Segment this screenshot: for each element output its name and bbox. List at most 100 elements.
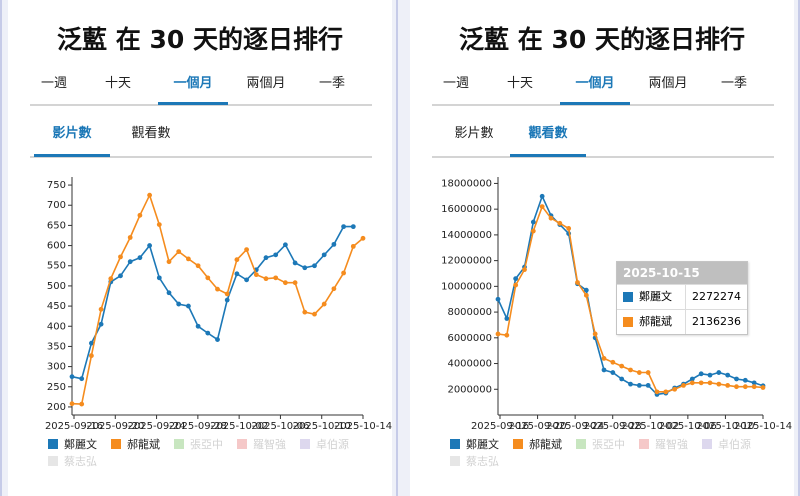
x-tick-label: 2025-09-16 <box>45 421 103 432</box>
chart-legend: 鄭麗文 郝龍斌 張亞中 羅智強 卓伯源蔡志弘 <box>450 436 780 470</box>
data-point <box>283 280 288 286</box>
tab-one-week[interactable]: 一週 <box>40 76 67 91</box>
legend-swatch <box>300 439 310 449</box>
data-point <box>224 291 230 297</box>
tooltip-swatch <box>623 292 633 302</box>
tab-ten-days[interactable]: 十天 <box>506 76 533 91</box>
x-tick-label: 2025-09-24 <box>128 421 186 432</box>
y-tick-label: 300 <box>47 362 66 373</box>
data-point <box>504 316 510 321</box>
y-tick-label: 12000000 <box>441 256 492 267</box>
data-point <box>592 331 598 337</box>
data-point <box>273 252 279 258</box>
legend-swatch <box>450 456 460 466</box>
y-tick-label: 14000000 <box>441 230 492 241</box>
y-tick-label: 10000000 <box>441 281 492 292</box>
data-point <box>360 235 366 241</box>
tooltip-row: 鄭麗文 2272274 <box>617 284 747 309</box>
page-title: 泛藍 在 30 天的逐日排行 <box>57 25 343 54</box>
tab-one-month[interactable]: 一個月 <box>158 72 228 105</box>
data-point <box>539 204 545 209</box>
legend-item[interactable]: 郝龍斌 <box>111 436 160 453</box>
data-point <box>725 372 731 378</box>
data-point <box>263 276 269 282</box>
tab-two-months[interactable]: 兩個月 <box>648 76 688 91</box>
legend-item[interactable]: 鄭麗文 <box>450 436 499 453</box>
legend-label: 蔡志弘 <box>466 455 499 468</box>
y-tick-label: 200 <box>47 402 66 413</box>
data-point <box>98 321 104 327</box>
panel-divider-middle <box>396 0 398 496</box>
tab-view-count[interactable]: 觀看數 <box>510 122 586 157</box>
tab-two-months[interactable]: 兩個月 <box>246 76 286 91</box>
data-point <box>548 215 554 221</box>
ranking-panel-view-count: 泛藍 在 30 天的逐日排行 一週 十天 一個月 兩個月 一季 影片數 觀看數 … <box>410 0 794 496</box>
tooltip-series-name: 鄭麗文 <box>639 290 672 303</box>
tab-one-week[interactable]: 一週 <box>442 76 469 91</box>
x-tick-label: 2025-10-10 <box>696 421 754 432</box>
tooltip-series-name: 郝龍斌 <box>639 315 672 328</box>
data-point <box>610 359 616 365</box>
x-tick-label: 2025-10-10 <box>293 421 351 432</box>
data-point <box>312 263 317 269</box>
data-point <box>751 380 757 386</box>
tab-one-quarter[interactable]: 一季 <box>318 76 345 91</box>
legend-swatch <box>639 439 649 449</box>
legend-swatch <box>702 439 712 449</box>
tab-one-month[interactable]: 一個月 <box>560 72 630 105</box>
data-point <box>734 384 739 390</box>
data-point <box>583 292 589 298</box>
y-tick-label: 2000000 <box>447 384 492 395</box>
legend-item[interactable]: 蔡志弘 <box>48 453 97 470</box>
x-tick-label: 2025-10-02 <box>210 421 268 432</box>
metric-tab-bar: 影片數 觀看數 <box>30 122 372 158</box>
legend-item[interactable]: 張亞中 <box>576 436 625 453</box>
data-point <box>166 259 172 265</box>
data-point <box>215 286 220 292</box>
legend-item[interactable]: 郝龍斌 <box>513 436 562 453</box>
data-point <box>321 252 327 258</box>
tab-ten-days[interactable]: 十天 <box>104 76 131 91</box>
tab-one-quarter[interactable]: 一季 <box>720 76 747 91</box>
data-point <box>98 306 104 312</box>
data-point <box>156 275 162 281</box>
legend-label: 卓伯源 <box>718 438 751 451</box>
data-point <box>513 276 519 282</box>
legend-item[interactable]: 羅智強 <box>237 436 286 453</box>
data-point <box>166 290 172 296</box>
data-point <box>636 370 642 375</box>
legend-label: 張亞中 <box>190 438 223 451</box>
legend-label: 鄭麗文 <box>64 438 97 451</box>
data-point <box>522 267 527 273</box>
data-point <box>654 389 660 395</box>
legend-label: 蔡志弘 <box>64 455 97 468</box>
data-point <box>89 340 94 346</box>
data-point <box>244 277 250 283</box>
data-point <box>672 386 678 392</box>
legend-item[interactable]: 卓伯源 <box>702 436 751 453</box>
x-tick-label: 2025-10-14 <box>734 421 792 432</box>
legend-item[interactable]: 蔡志弘 <box>450 453 499 470</box>
data-point <box>195 323 201 329</box>
legend-item[interactable]: 卓伯源 <box>300 436 349 453</box>
legend-label: 羅智強 <box>655 438 688 451</box>
legend-item[interactable]: 鄭麗文 <box>48 436 97 453</box>
data-point <box>156 222 162 227</box>
tab-view-count[interactable]: 觀看數 <box>131 126 171 141</box>
data-point <box>205 275 211 281</box>
y-tick-label: 750 <box>47 180 66 191</box>
data-point <box>645 370 651 375</box>
y-tick-label: 600 <box>47 241 66 252</box>
data-point <box>350 243 356 249</box>
tooltip-series-value: 2272274 <box>685 285 741 309</box>
tab-video-count[interactable]: 影片數 <box>454 126 494 141</box>
legend-item[interactable]: 羅智強 <box>639 436 688 453</box>
legend-item[interactable]: 張亞中 <box>174 436 223 453</box>
y-tick-label: 450 <box>47 301 66 312</box>
data-point <box>636 383 642 388</box>
data-point <box>698 380 704 386</box>
tab-video-count[interactable]: 影片數 <box>34 122 110 157</box>
legend-swatch <box>576 439 586 449</box>
panel-divider-left <box>0 0 2 496</box>
tooltip-date: 2025-10-15 <box>617 262 747 284</box>
